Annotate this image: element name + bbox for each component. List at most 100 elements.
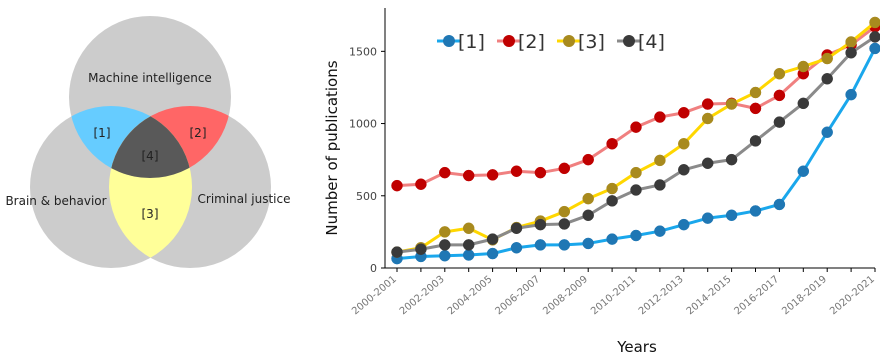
data-point — [558, 205, 571, 218]
data-point — [701, 98, 714, 110]
data-point — [486, 247, 499, 260]
data-point — [510, 242, 523, 254]
data-point — [654, 111, 666, 123]
x-tick-label: 2004-2005 — [446, 274, 495, 317]
data-point — [486, 233, 499, 245]
data-point — [462, 169, 475, 182]
x-tick-label: 2002-2003 — [398, 274, 447, 317]
y-tick-label: 1500 — [349, 45, 377, 58]
data-point — [845, 36, 857, 48]
data-point — [606, 138, 618, 150]
x-tick-label: 2020-2021 — [828, 274, 877, 317]
data-point — [701, 212, 714, 224]
series-3 — [391, 16, 880, 258]
legend-label: [1] — [458, 31, 485, 53]
data-point — [391, 246, 403, 258]
x-tick-label: 2000-2001 — [350, 274, 399, 317]
data-point — [582, 209, 594, 222]
data-point — [630, 121, 642, 133]
data-point — [821, 126, 833, 138]
x-axis-title: Years — [616, 338, 657, 356]
data-point — [558, 239, 571, 251]
data-point — [725, 209, 738, 222]
data-point — [749, 86, 762, 99]
data-point — [415, 243, 427, 255]
series-4 — [391, 31, 880, 258]
data-point — [654, 179, 666, 191]
data-point — [773, 116, 786, 128]
venn-label-machine-intelligence: Machine intelligence — [88, 71, 212, 85]
venn-region-label-3: [3] — [142, 207, 159, 221]
data-point — [678, 138, 690, 150]
legend-marker — [623, 35, 635, 47]
data-point — [821, 52, 833, 65]
legend-item-1: [1] — [437, 31, 485, 53]
data-point — [534, 166, 547, 179]
legend-marker — [443, 35, 455, 47]
venn-region-label-2: [2] — [190, 126, 207, 140]
legend-marker — [503, 35, 515, 47]
data-point — [845, 88, 857, 101]
y-tick-label: 0 — [370, 262, 377, 275]
legend-marker — [563, 35, 575, 47]
data-point — [391, 179, 403, 192]
data-point — [582, 237, 594, 250]
data-point — [486, 169, 499, 181]
x-tick-label: 2016-2017 — [732, 274, 781, 317]
x-tick-label: 2010-2011 — [589, 274, 638, 317]
data-point — [797, 97, 810, 110]
x-tick-label: 2012-2013 — [637, 274, 686, 317]
data-point — [678, 106, 690, 119]
data-point — [439, 166, 451, 179]
data-point — [678, 164, 690, 176]
data-point — [678, 218, 690, 231]
data-point — [821, 73, 833, 85]
data-point — [845, 47, 857, 59]
data-point — [749, 135, 762, 147]
x-tick-label: 2018-2019 — [780, 274, 829, 317]
data-point — [606, 182, 618, 195]
data-point — [869, 16, 880, 29]
venn-label-criminal-justice: Criminal justice — [198, 192, 291, 206]
data-point — [630, 229, 642, 242]
data-point — [869, 42, 880, 55]
series-1 — [391, 42, 880, 265]
legend-label: [4] — [638, 31, 665, 53]
venn-region-label-4: [4] — [142, 149, 159, 163]
venn-region-4 — [109, 106, 192, 178]
data-point — [749, 102, 762, 115]
legend-label: [3] — [578, 31, 605, 53]
data-point — [582, 153, 594, 166]
publications-line-chart: 0500100015002000-20012002-20032004-20052… — [323, 8, 880, 356]
data-point — [462, 249, 475, 261]
data-point — [797, 60, 810, 73]
data-point — [606, 195, 618, 207]
data-point — [415, 178, 427, 190]
x-tick-label: 2014-2015 — [685, 274, 734, 317]
data-point — [510, 222, 523, 235]
data-point — [749, 205, 762, 217]
x-tick-label: 2008-2009 — [541, 274, 590, 317]
legend-item-2: [2] — [497, 31, 545, 53]
data-point — [701, 157, 714, 170]
y-tick-label: 1000 — [349, 118, 377, 131]
chart-axes: 0500100015002000-20012002-20032004-20052… — [349, 8, 877, 317]
data-point — [439, 226, 451, 238]
data-point — [773, 89, 786, 102]
data-point — [725, 98, 738, 110]
data-point — [654, 225, 666, 237]
x-tick-label: 2006-2007 — [493, 274, 542, 317]
data-point — [773, 67, 786, 80]
data-point — [558, 162, 571, 175]
data-point — [582, 192, 594, 205]
data-point — [439, 249, 451, 262]
venn-label-brain-behavior: Brain & behavior — [5, 194, 106, 208]
y-axis-title: Number of publications — [323, 60, 341, 235]
data-point — [654, 154, 666, 167]
data-point — [701, 112, 714, 125]
data-point — [510, 165, 523, 177]
data-point — [534, 218, 547, 231]
data-point — [725, 153, 738, 166]
chart-series — [391, 16, 880, 265]
y-tick-label: 500 — [356, 190, 377, 203]
